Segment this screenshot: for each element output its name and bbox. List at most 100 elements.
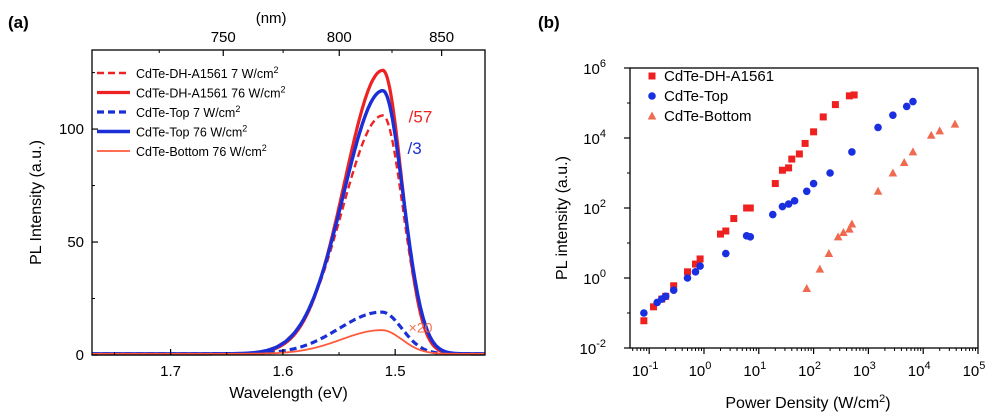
data-point-triangle (935, 126, 944, 135)
data-point-square (650, 303, 658, 311)
data-point-triangle (815, 264, 825, 273)
y-tick-label: 0 (76, 347, 84, 364)
legend-label: CdTe-Top (664, 88, 728, 105)
top-tick-label: 750 (211, 29, 236, 46)
legend-marker (648, 72, 656, 80)
data-point-square (696, 255, 704, 263)
data-point-circle (683, 274, 692, 282)
top-tick-label: 800 (327, 29, 352, 46)
legend-label: CdTe-Top 7 W/cm2 (136, 104, 240, 120)
data-point-circle (778, 202, 787, 211)
data-point-triangle (802, 284, 812, 293)
x-tick-label: 100 (689, 360, 712, 380)
y-axis-title: PL Intensity (a.u.) (28, 140, 45, 265)
data-point-square (771, 180, 779, 188)
x-axis-title: Power Density (W/cm2) (725, 393, 890, 412)
data-point-square (788, 155, 796, 163)
data-point-square (819, 113, 827, 121)
y-tick-label: 100 (583, 268, 606, 288)
data-point-square (785, 164, 793, 172)
data-point-square (831, 101, 839, 109)
data-point-circle (826, 169, 834, 177)
data-point-circle (669, 286, 678, 294)
panel-label: (b) (538, 13, 560, 32)
annotation: /3 (408, 139, 422, 158)
legend-label: CdTe-Bottom (664, 108, 752, 125)
legend-label: CdTe-DH-A1561 7 W/cm2 (136, 65, 279, 81)
data-point-square (730, 215, 738, 223)
data-point-square (850, 91, 858, 99)
data-point-triangle (899, 157, 909, 166)
data-point-triangle (950, 119, 960, 128)
data-point-triangle (824, 249, 834, 258)
data-point-square (810, 128, 818, 136)
data-point-square (722, 227, 730, 235)
data-point-circle (889, 111, 897, 119)
data-point-circle (784, 200, 793, 208)
series-line-4 (92, 329, 485, 355)
y-tick-label: 106 (583, 58, 606, 78)
x-axis-title: Wavelength (eV) (229, 385, 348, 402)
data-point-triangle (926, 130, 936, 139)
x-tick-label: 1.7 (160, 363, 181, 380)
plot-frame (91, 49, 486, 356)
data-point-circle (802, 187, 811, 196)
x-tick-label: 1.6 (272, 363, 293, 380)
data-point-triangle (845, 224, 854, 233)
data-point-square (778, 166, 786, 174)
legend-marker (648, 92, 656, 100)
y-tick-label: 104 (583, 128, 606, 148)
legend-label: CdTe-Bottom 76 W/cm2 (136, 143, 267, 159)
data-point-square (716, 230, 724, 238)
data-point-square (670, 282, 678, 290)
data-point-circle (640, 309, 648, 317)
top-axis-label: (nm) (256, 10, 287, 27)
data-point-triangle (833, 232, 843, 241)
data-point-circle (790, 197, 799, 205)
panel-label: (a) (8, 13, 29, 32)
data-point-circle (902, 102, 911, 111)
x-tick-label: 1.5 (385, 363, 406, 380)
x-tick-label: 10-1 (632, 360, 658, 380)
legend-label: CdTe-DH-A1561 76 W/cm2 (136, 85, 286, 101)
panel-a: (a) 1.7 1.6 1.5 0 50 100 750 800 850 (nm) Wavelengt… (8, 10, 486, 402)
panel-b: (b) 10-1 100 101 102 103 104 105 10-2 100 102 104 10… (538, 13, 985, 412)
data-point-square (683, 268, 691, 276)
data-point-circle (746, 233, 755, 241)
annotation: /57 (409, 107, 433, 126)
data-point-square (746, 204, 754, 212)
data-point-square (801, 139, 809, 147)
x-tick-label: 104 (908, 360, 931, 380)
data-point-circle (661, 292, 670, 301)
data-point-square (640, 317, 648, 325)
top-tick-label: 850 (429, 29, 454, 46)
y-tick-label: 102 (583, 198, 606, 218)
data-point-circle (874, 123, 882, 132)
x-tick-label: 101 (743, 360, 766, 380)
data-point-circle (691, 268, 700, 276)
data-point-triangle (888, 168, 898, 177)
y-tick-label: 10-2 (580, 338, 606, 358)
x-tick-label: 102 (798, 360, 821, 380)
y-tick-label: 100 (59, 121, 84, 138)
data-point-triangle (908, 147, 918, 156)
data-point-square (845, 92, 853, 100)
legend-label: CdTe-DH-A1561 (664, 68, 774, 85)
data-point-square (743, 204, 751, 212)
data-point-circle (721, 249, 730, 258)
data-point-circle (696, 262, 704, 270)
legend-label: CdTe-Top 76 W/cm2 (136, 124, 247, 140)
x-tick-label: 105 (963, 360, 986, 380)
data-point-triangle (873, 186, 883, 195)
data-point-circle (909, 97, 917, 106)
annotation: ×20 (409, 319, 433, 335)
data-point-triangle (847, 219, 857, 228)
x-tick-label: 103 (853, 360, 876, 380)
data-point-square (795, 150, 803, 158)
data-point-circle (768, 210, 777, 219)
data-point-triangle (839, 227, 848, 236)
data-point-circle (848, 148, 856, 156)
y-axis-title: PL intensity (a.u.) (554, 156, 571, 280)
data-point-circle (809, 179, 818, 188)
